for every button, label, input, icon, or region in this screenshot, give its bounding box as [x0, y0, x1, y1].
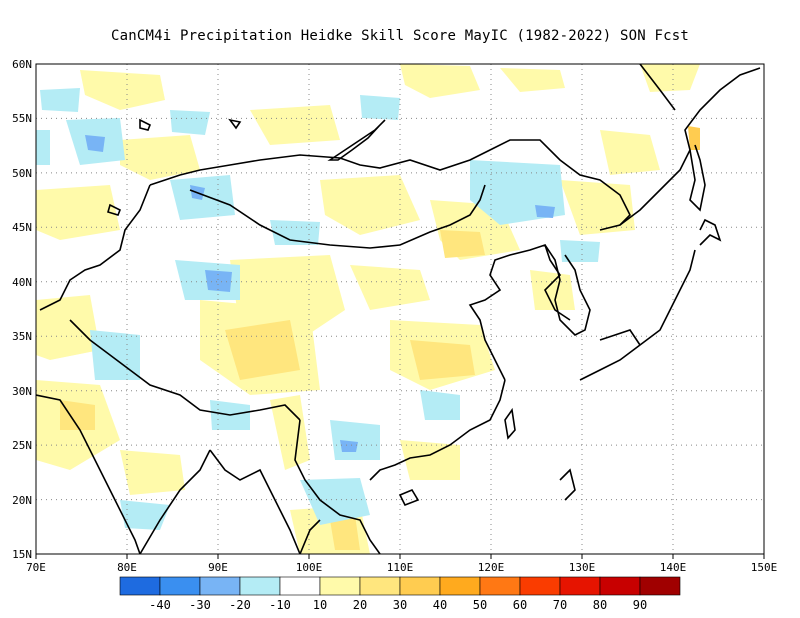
colorbar-swatch: [239, 576, 281, 596]
lon-tick-label: 70E: [26, 561, 46, 574]
colorbar-swatch: [199, 576, 241, 596]
colorbar-label: 50: [473, 598, 487, 612]
positive-skill-patch: [530, 270, 575, 310]
colorbar-label: 40: [433, 598, 447, 612]
negative-skill-patch: [40, 88, 80, 112]
negative-skill-patch: [36, 130, 50, 165]
latitude-labels: 60N 55N 50N 45N 40N 35N 30N 25N 20N 15N: [12, 58, 32, 561]
lat-tick-label: 30N: [12, 385, 32, 398]
positive-skill-patch: [500, 68, 565, 92]
colorbar-swatch: [439, 576, 481, 596]
lat-tick-label: 25N: [12, 439, 32, 452]
colorbar-swatch: [159, 576, 201, 596]
colorbar-label: 30: [393, 598, 407, 612]
negative-skill-patch: [340, 440, 358, 452]
figure-title: CanCM4i Precipitation Heidke Skill Score…: [110, 28, 690, 44]
colorbar-label: -40: [149, 598, 171, 612]
colorbar-label: 80: [593, 598, 607, 612]
colorbar-label: -20: [229, 598, 251, 612]
positive-skill-patch: [410, 340, 475, 380]
lon-tick-label: 80E: [117, 561, 137, 574]
colorbar-swatch: [519, 576, 561, 596]
negative-skill-patch: [360, 95, 400, 120]
colorbar-label: -10: [269, 598, 291, 612]
longitude-labels: 70E 80E 90E 100E 110E 120E 130E 140E 150…: [26, 561, 777, 574]
lon-tick-label: 110E: [387, 561, 414, 574]
lat-tick-label: 15N: [12, 548, 32, 561]
colorbar-label: -30: [189, 598, 211, 612]
lon-tick-label: 120E: [478, 561, 505, 574]
positive-skill-patch: [36, 185, 120, 240]
positive-skill-patch: [640, 64, 700, 92]
lat-tick-label: 20N: [12, 494, 32, 507]
lat-tick-label: 45N: [12, 221, 32, 234]
colorbar-swatch: [279, 576, 321, 596]
colorbar-swatch: [119, 576, 161, 596]
positive-skill-patch: [60, 400, 95, 430]
positive-skill-patch: [36, 295, 100, 360]
negative-skill-patch: [535, 205, 555, 218]
positive-skill-patch: [440, 230, 485, 258]
positive-skill-patch: [350, 265, 430, 310]
negative-skill-patch: [270, 220, 320, 245]
lat-tick-label: 40N: [12, 276, 32, 289]
positive-skill-patch: [120, 135, 200, 180]
negative-skill-patch: [85, 135, 105, 152]
colorbar-swatch: [399, 576, 441, 596]
lon-tick-label: 140E: [660, 561, 687, 574]
colorbar-label: 90: [633, 598, 647, 612]
positive-skill-patch: [320, 175, 420, 235]
positive-skill-patch: [250, 105, 340, 145]
negative-skill-patch: [205, 270, 232, 292]
positive-skill-patch: [560, 180, 635, 235]
positive-skill-patch: [270, 395, 310, 470]
positive-skill-patch: [225, 320, 300, 380]
positive-skill-patch: [330, 515, 360, 550]
colorbar-label: 60: [513, 598, 527, 612]
colorbar: [119, 576, 681, 596]
positive-skill-patch: [400, 440, 460, 480]
lon-tick-label: 150E: [751, 561, 778, 574]
colorbar-swatch: [639, 576, 681, 596]
colorbar-swatch: [559, 576, 601, 596]
positive-skill-patch: [400, 64, 480, 98]
skill-score-field: [36, 64, 700, 554]
negative-skill-patch: [120, 500, 170, 530]
positive-skill-patch: [688, 126, 700, 150]
lat-tick-label: 55N: [12, 112, 32, 125]
negative-skill-patch: [560, 240, 600, 262]
negative-skill-patch: [300, 478, 370, 525]
colorbar-label: 10: [313, 598, 327, 612]
colorbar-swatch: [359, 576, 401, 596]
colorbar-swatch: [319, 576, 361, 596]
negative-skill-patch: [420, 390, 460, 420]
lon-tick-label: 90E: [208, 561, 228, 574]
colorbar-swatch: [479, 576, 521, 596]
colorbar-label: 20: [353, 598, 367, 612]
lon-tick-label: 130E: [569, 561, 596, 574]
positive-skill-patch: [80, 70, 165, 110]
lat-tick-label: 35N: [12, 330, 32, 343]
map-grid: [36, 64, 764, 554]
colorbar-swatch: [599, 576, 641, 596]
lat-tick-label: 60N: [12, 58, 32, 71]
colorbar-labels: -40 -30 -20 -10 10 20 30 40 50 60 70 80 …: [149, 598, 647, 612]
lat-tick-label: 50N: [12, 167, 32, 180]
coastlines-borders: [36, 64, 761, 554]
positive-skill-patch: [120, 450, 185, 495]
lon-tick-label: 100E: [296, 561, 323, 574]
negative-skill-patch: [170, 110, 210, 135]
negative-skill-patch: [330, 420, 380, 460]
positive-skill-patch: [600, 130, 660, 175]
colorbar-label: 70: [553, 598, 567, 612]
